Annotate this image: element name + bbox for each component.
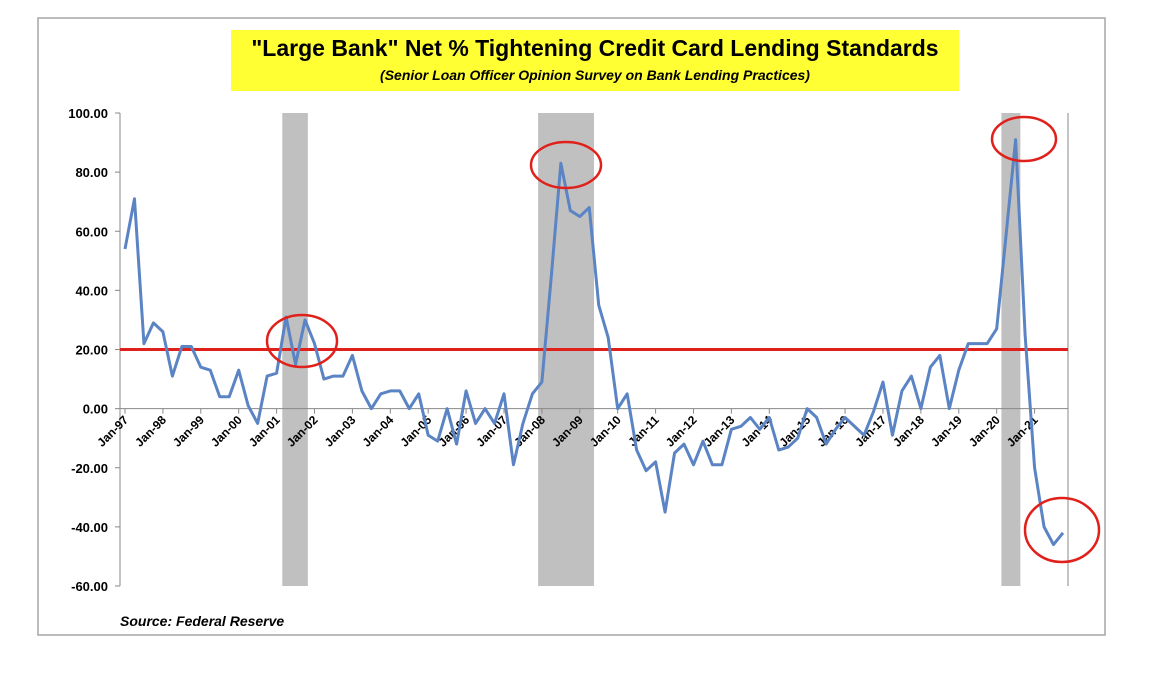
source: Source: Federal Reserve — [120, 613, 284, 629]
y-tick-label: 80.00 — [75, 165, 108, 180]
y-tick-label: 20.00 — [75, 343, 108, 358]
data-line — [123, 138, 1065, 547]
highlight-circle — [990, 115, 1058, 163]
y-tick-label: -60.00 — [71, 579, 108, 594]
chart-subtitle: (Senior Loan Officer Opinion Survey on B… — [380, 67, 810, 83]
highlight-circle — [529, 140, 603, 190]
annotations — [265, 115, 1101, 564]
y-tick-label: 100.00 — [68, 106, 108, 121]
highlight-circle — [265, 313, 339, 369]
highlight-circle — [1023, 496, 1101, 564]
title-box — [231, 30, 959, 91]
y-tick-label: -20.00 — [71, 461, 108, 476]
y-tick-label: -40.00 — [71, 520, 108, 535]
y-tick-label: 40.00 — [75, 283, 108, 298]
chart-title: "Large Bank" Net % Tightening Credit Car… — [251, 35, 938, 61]
y-tick-label: 60.00 — [75, 224, 108, 239]
y-tick-label: 0.00 — [83, 402, 108, 417]
